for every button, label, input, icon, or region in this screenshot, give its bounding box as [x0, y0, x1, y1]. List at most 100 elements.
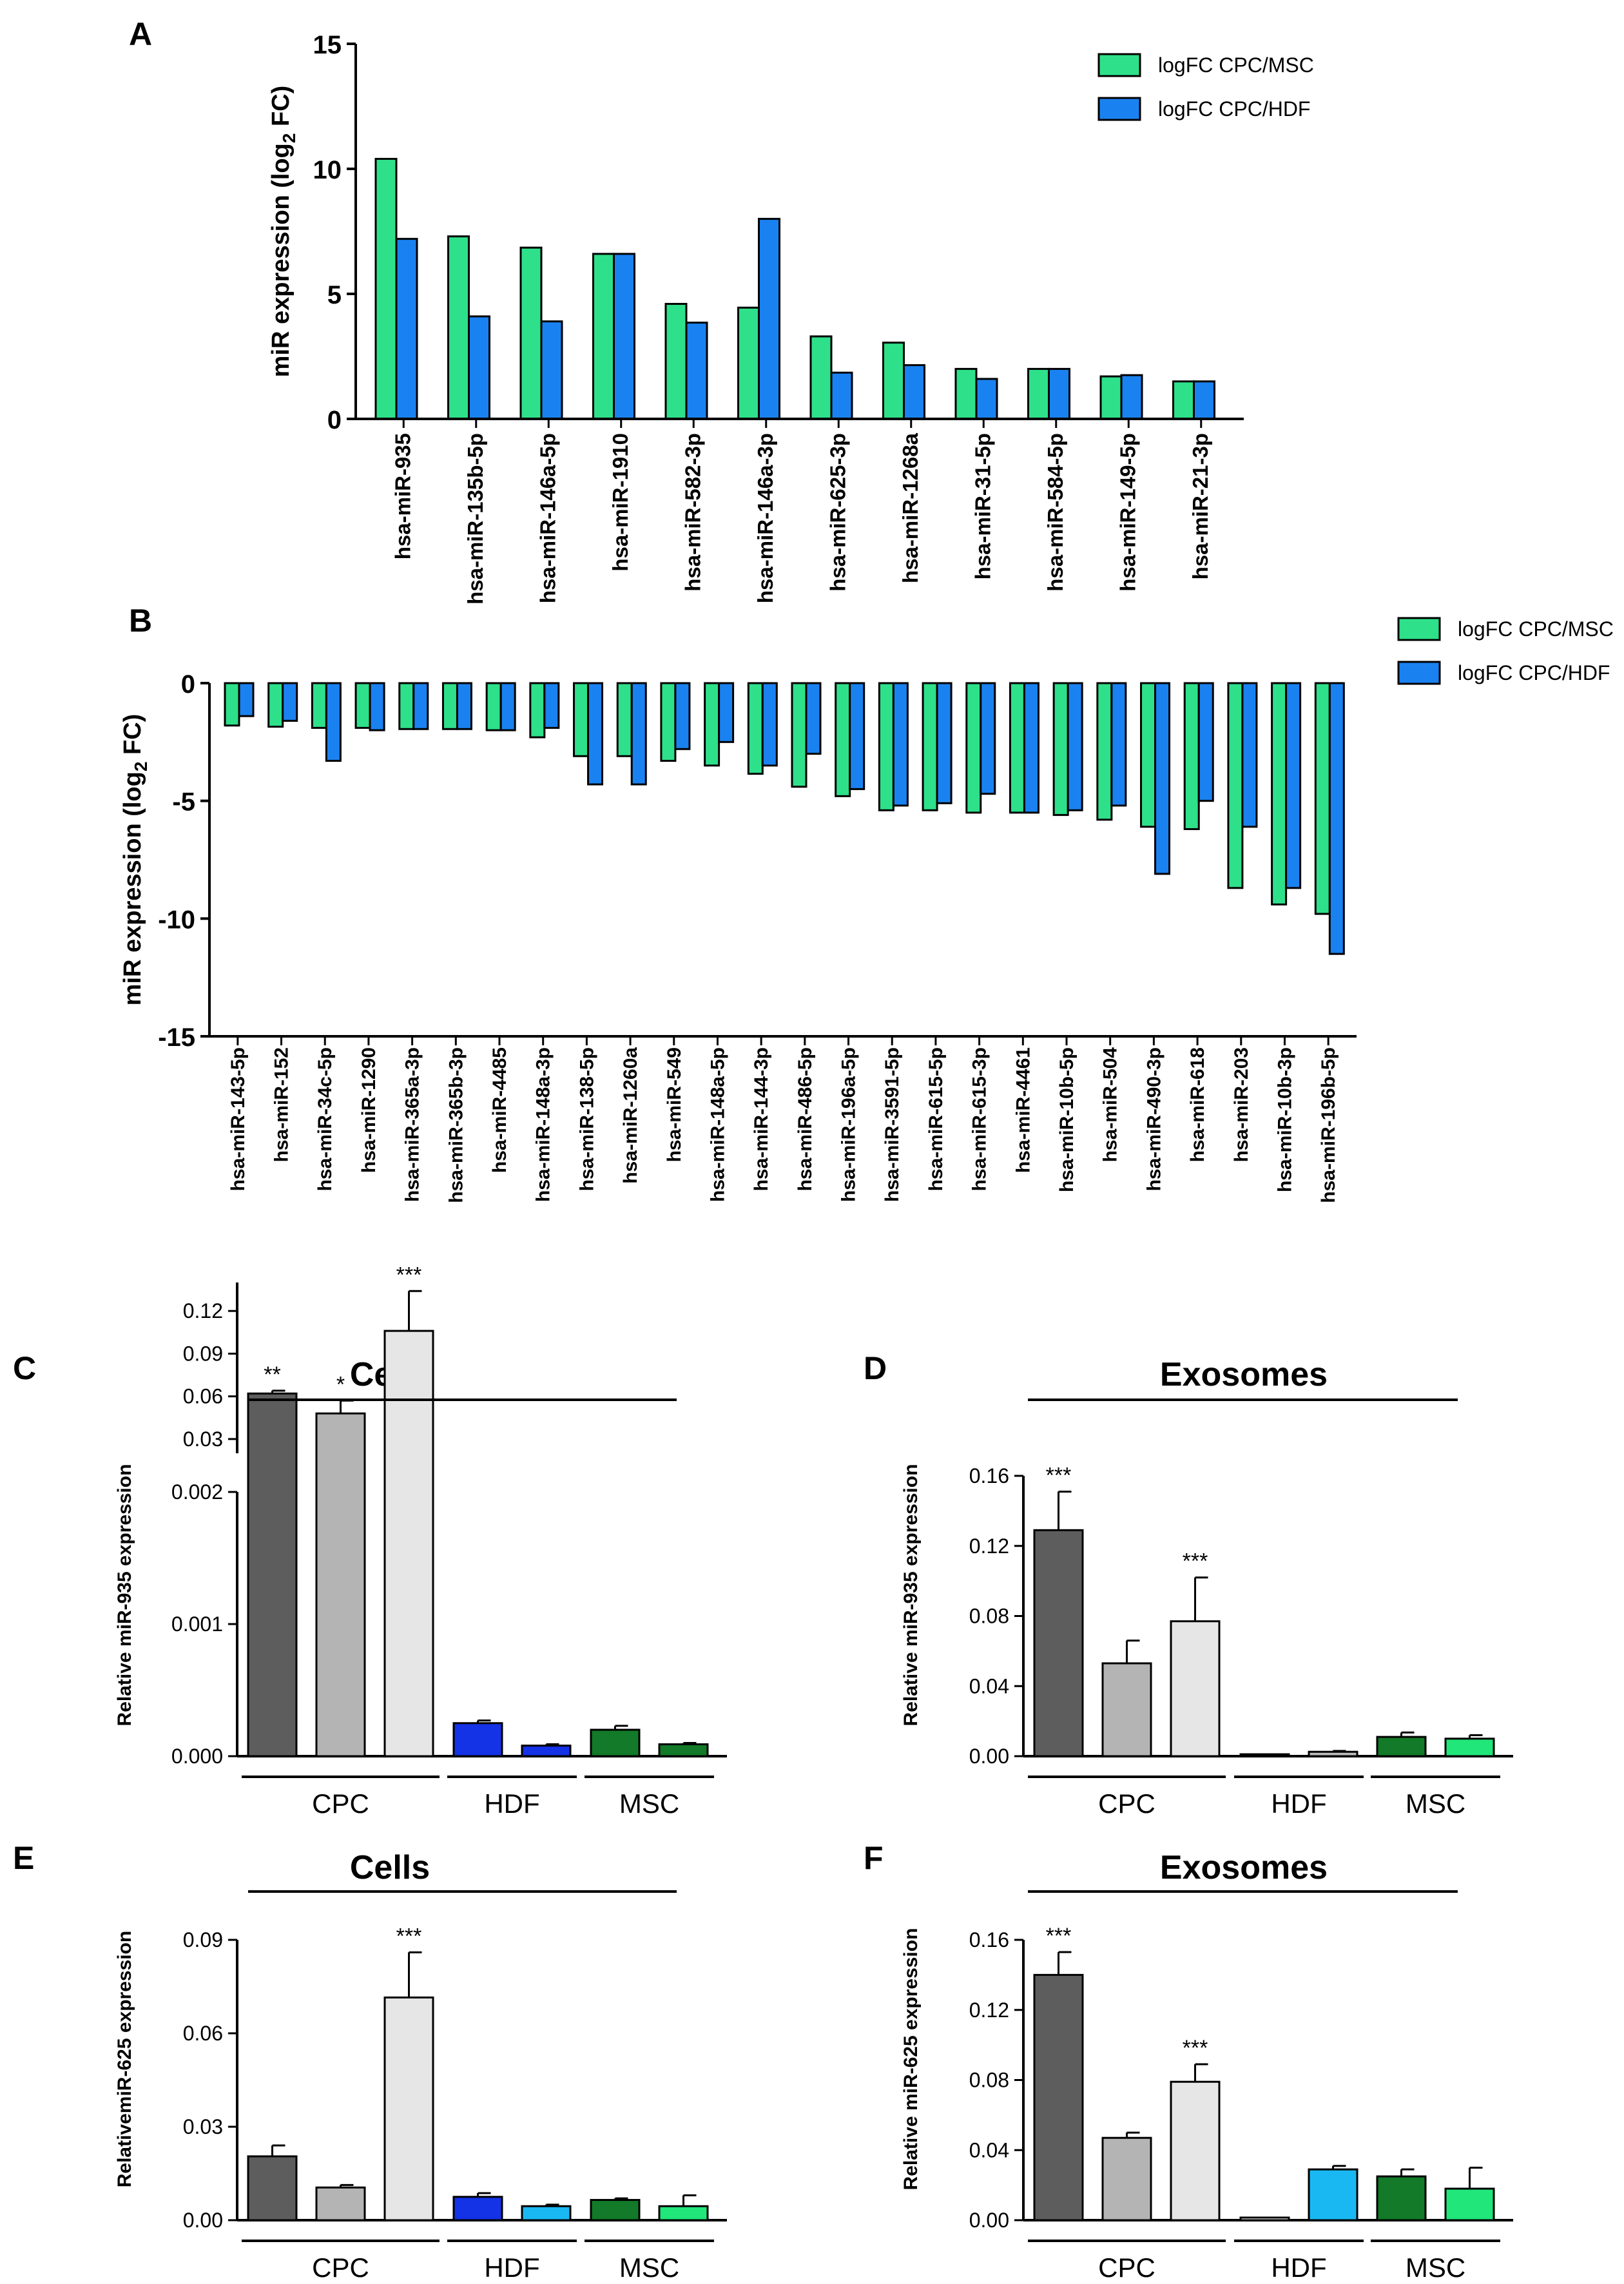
group-label: HDF — [1271, 1788, 1326, 1819]
x-tick-label: hsa-miR-584-5p — [1043, 433, 1067, 592]
bar — [282, 682, 298, 722]
bar — [1183, 682, 1200, 831]
bar — [835, 682, 851, 797]
x-tick-label: hsa-miR-196b-5p — [1318, 1047, 1339, 1203]
bar — [441, 682, 458, 730]
y-tick-label: -10 — [158, 905, 195, 934]
panel-d-letter: D — [864, 1350, 887, 1386]
y-tick-label: 0.09 — [183, 1928, 223, 1951]
bar — [590, 2199, 641, 2221]
bar — [521, 2205, 572, 2221]
bar — [587, 682, 604, 786]
bar — [718, 682, 735, 743]
bar — [383, 1330, 434, 1757]
y-tick-label: -15 — [158, 1023, 195, 1052]
y-tick-label: 0.08 — [969, 2069, 1009, 2092]
bar — [1101, 1662, 1152, 1757]
bar — [658, 2205, 709, 2221]
bar — [658, 1743, 709, 1757]
bar — [529, 682, 546, 739]
x-tick-label: hsa-miR-4461 — [1012, 1047, 1034, 1173]
y-tick-label: 0.000 — [171, 1745, 223, 1768]
y-tick-label: 0.001 — [171, 1612, 223, 1636]
y-tick-label: 5 — [327, 281, 342, 309]
x-tick-label: hsa-miR-146a-5p — [536, 433, 559, 603]
group-label: MSC — [1406, 2252, 1465, 2283]
x-tick-label: hsa-miR-149-5p — [1116, 433, 1139, 592]
bar — [1110, 682, 1127, 807]
bar — [224, 682, 240, 727]
y-tick-label: -5 — [172, 788, 195, 817]
y-tick-label: 0.08 — [969, 1605, 1009, 1628]
x-tick-label: hsa-miR-10b-5p — [1056, 1047, 1078, 1192]
x-tick-label: hsa-miR-549 — [664, 1047, 685, 1162]
panel-b-letter: B — [129, 603, 152, 639]
bar — [1308, 2168, 1358, 2221]
bar — [1096, 682, 1113, 821]
panel-e-title: Cells — [350, 1849, 430, 1886]
bar — [521, 1745, 572, 1757]
x-tick-label: hsa-miR-148a-3p — [533, 1047, 554, 1202]
bar — [1009, 682, 1025, 814]
bar — [1376, 2175, 1427, 2221]
x-tick-label: hsa-miR-148a-5p — [707, 1047, 728, 1202]
panel-c-letter: C — [13, 1350, 36, 1386]
bar — [664, 303, 688, 420]
significance-mark: *** — [396, 1263, 422, 1287]
bar — [592, 253, 615, 420]
y-tick-label: 0 — [327, 406, 342, 434]
bar — [1308, 1750, 1358, 1757]
significance-mark: *** — [1183, 2036, 1208, 2060]
x-tick-label: hsa-miR-4485 — [489, 1047, 510, 1173]
bar — [1033, 1529, 1084, 1757]
x-tick-label: hsa-miR-34c-5p — [314, 1047, 336, 1191]
legend-swatch — [1397, 661, 1441, 685]
legend-swatch — [1097, 53, 1141, 77]
y-tick-label: 10 — [313, 156, 342, 184]
bar — [573, 682, 590, 757]
group-label: CPC — [1098, 2252, 1155, 2283]
bar — [674, 682, 691, 750]
legend-label: logFC CPC/HDF — [1158, 97, 1310, 121]
bar — [238, 682, 255, 717]
bar — [1376, 1736, 1427, 1757]
bar — [758, 218, 780, 420]
bar — [805, 682, 822, 755]
group-label: HDF — [1271, 2252, 1326, 2283]
group-label: MSC — [619, 1788, 679, 1819]
bar — [398, 682, 415, 730]
x-tick-label: hsa-miR-1260a — [620, 1047, 641, 1184]
panel-d-title: Exosomes — [1160, 1356, 1328, 1393]
bar — [1154, 682, 1171, 875]
x-tick-label: hsa-miR-144-3p — [751, 1047, 772, 1191]
bar — [369, 682, 385, 731]
y-axis-label: miR expression (log2 FC) — [267, 86, 299, 378]
bar — [1227, 682, 1244, 889]
bar — [1067, 682, 1083, 811]
bar — [315, 2186, 366, 2221]
bar — [395, 238, 418, 420]
bar — [809, 335, 833, 420]
bar — [954, 367, 978, 420]
bar — [685, 322, 708, 420]
y-tick-label: 15 — [313, 31, 342, 59]
x-tick-label: hsa-miR-143-5p — [227, 1047, 249, 1191]
group-label: MSC — [619, 2252, 679, 2283]
bar — [1444, 1737, 1495, 1757]
y-tick-label: 0.04 — [969, 2138, 1009, 2162]
bar — [747, 682, 764, 775]
significance-mark: *** — [396, 1924, 422, 1948]
x-tick-label: hsa-miR-615-3p — [969, 1047, 991, 1191]
y-tick-label: 0.00 — [969, 2209, 1009, 2232]
bar — [247, 1392, 298, 1757]
x-tick-label: hsa-miR-582-3p — [681, 433, 704, 592]
y-tick-label: 0 — [181, 670, 195, 699]
bar — [543, 682, 560, 729]
y-axis-label: Relative miR-625 expression — [900, 1928, 922, 2191]
bar — [1052, 682, 1069, 817]
x-tick-label: hsa-miR-618 — [1187, 1047, 1208, 1162]
bar — [878, 682, 894, 811]
group-label: CPC — [1098, 1788, 1155, 1819]
